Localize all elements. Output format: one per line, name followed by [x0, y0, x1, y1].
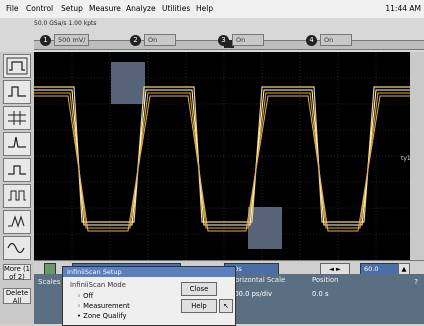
channel-1-scale[interactable]: 500 mV/ [54, 34, 90, 46]
glitch-icon [8, 136, 26, 148]
help-question[interactable]: ? [414, 278, 418, 286]
arrow-buttons[interactable]: ◄ ► [320, 263, 350, 275]
menu-analyze[interactable]: Analyze [126, 4, 156, 13]
menu-measure[interactable]: Measure [89, 4, 121, 13]
menu-setup[interactable]: Setup [61, 4, 83, 13]
waveform-icon [6, 57, 28, 75]
grid [34, 52, 410, 260]
horizontal-value: 200.0 ps/div [230, 290, 272, 298]
channel-2-badge: 2 [130, 34, 141, 46]
pulse-icon [8, 86, 26, 97]
mode-measurement-label: Measurement [83, 302, 130, 310]
bottom-tab[interactable]: Scales [38, 278, 61, 286]
waveform-display[interactable]: ty1 [34, 52, 411, 260]
more-button[interactable]: More (1 of 2) [3, 264, 31, 281]
right-strip [410, 52, 424, 260]
position-label: Position [312, 276, 339, 284]
timeout-button[interactable] [3, 184, 31, 208]
runt-icon [8, 165, 26, 175]
bus-icon [8, 111, 26, 125]
zone-box-2[interactable] [248, 207, 282, 249]
cursor-help-icon[interactable]: ↖ [219, 299, 233, 313]
edge-icon [8, 215, 25, 228]
zone-box-1[interactable] [111, 62, 145, 104]
menu-utilities[interactable]: Utilities [162, 4, 191, 13]
mode-zone-qualify-label: Zone Qualify [83, 312, 127, 320]
help-button[interactable]: Help [181, 299, 217, 313]
channel-3-status[interactable]: On [232, 34, 264, 46]
channel-4-badge: 4 [306, 34, 317, 46]
runt-button[interactable] [3, 158, 31, 182]
channel-2-status[interactable]: On [144, 34, 176, 46]
channel-1-badge: 1 [40, 34, 51, 46]
acq-info: 50.0 GSa/s 1.00 kpts [34, 20, 97, 27]
menu-bar: File Control Setup Measure Analyze Utili… [0, 0, 424, 19]
channel-3-badge: 3 [218, 34, 229, 46]
mode-group-label: InfiniiScan Mode [70, 281, 126, 289]
close-button[interactable]: Close [181, 282, 217, 296]
timeout-icon [8, 190, 26, 201]
mode-measurement-option[interactable]: ◦ Measurement [77, 302, 130, 310]
pulse-button[interactable] [3, 80, 31, 104]
dialog-title: InfiniiScan Setup [63, 267, 235, 277]
mode-off-option[interactable]: ◦ Off [77, 292, 94, 300]
clock: 11:44 AM [385, 4, 421, 13]
channel-1[interactable]: 1 500 mV/ [40, 34, 90, 46]
trace-3 [34, 92, 410, 229]
plot-marker: ty1 [401, 155, 410, 162]
menu-file[interactable]: File [6, 4, 19, 13]
trace-2 [34, 89, 410, 226]
trace-1 [34, 86, 410, 223]
sine-icon [7, 242, 25, 254]
sine-button[interactable] [3, 236, 31, 260]
mode-off-label: Off [83, 292, 94, 300]
position-value: 0.0 s [312, 290, 329, 298]
glitch-button[interactable] [3, 132, 31, 156]
channel-4-status[interactable]: On [320, 34, 352, 46]
bus-button[interactable] [3, 106, 31, 130]
toolbar: 50.0 GSa/s 1.00 kpts 1 500 mV/ 2 On 3 On… [0, 18, 424, 52]
channel-4[interactable]: 4 On [306, 34, 352, 46]
timeline-marker[interactable] [224, 40, 234, 48]
horizontal-label: Horizontal Scale [230, 276, 286, 284]
channel-2[interactable]: 2 On [130, 34, 176, 46]
timeline[interactable] [34, 40, 424, 50]
left-toolbar: More (1 of 2) Delete All [0, 52, 34, 324]
mode-zone-qualify-option[interactable]: • Zone Qualify [77, 312, 127, 320]
trace-4 [34, 95, 410, 232]
menu-help[interactable]: Help [196, 4, 214, 13]
infiniiscan-dialog: InfiniiScan Setup InfiniiScan Mode ◦ Off… [62, 266, 236, 326]
delete-all-button[interactable]: Delete All [3, 288, 31, 305]
waveform-svg: ty1 [34, 52, 411, 260]
channel-3[interactable]: 3 On [218, 34, 264, 46]
zoom-button[interactable] [3, 54, 31, 78]
edge-button[interactable] [3, 210, 31, 234]
menu-control[interactable]: Control [26, 4, 54, 13]
